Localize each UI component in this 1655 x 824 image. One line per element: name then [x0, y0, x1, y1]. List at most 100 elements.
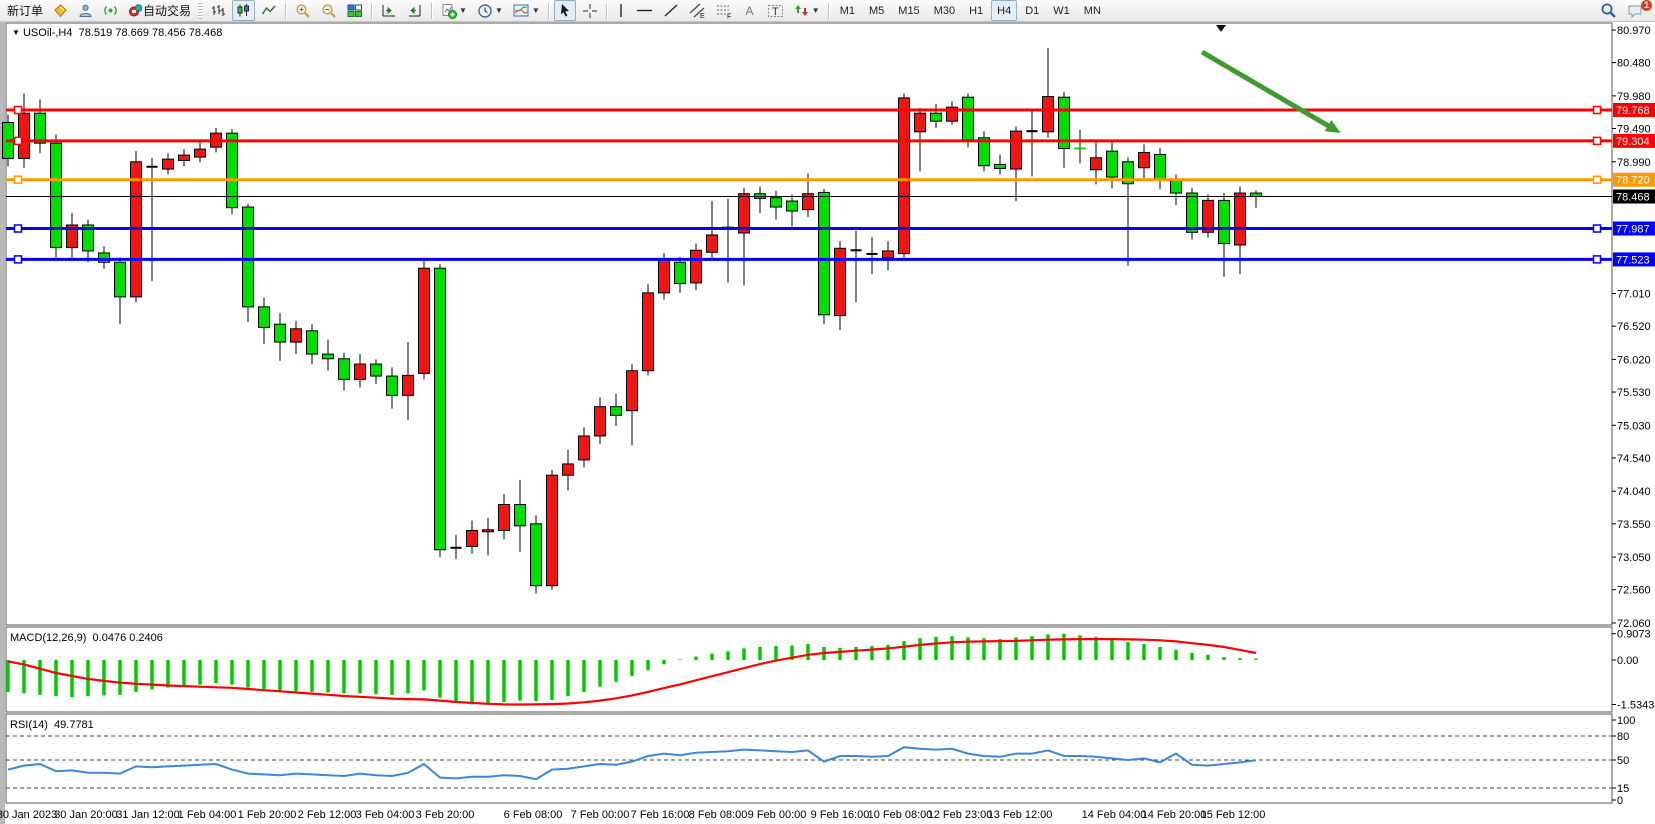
candle-35[interactable]: [562, 449, 574, 491]
price-line-77.523[interactable]: [6, 255, 1612, 264]
candle-27[interactable]: [434, 264, 446, 558]
timeframe-button-D1[interactable]: D1: [1025, 4, 1040, 17]
notifications-button[interactable]: 1: [1623, 0, 1652, 21]
candle-64[interactable]: [1026, 109, 1038, 177]
candle-8[interactable]: [130, 151, 142, 303]
candle-62[interactable]: [994, 154, 1006, 175]
line-handle[interactable]: [13, 175, 23, 184]
candles[interactable]: [2, 47, 1262, 594]
candle-63[interactable]: [1010, 126, 1022, 202]
main-panel[interactable]: [5, 22, 1613, 626]
candle-65[interactable]: [1042, 47, 1054, 138]
candle-68[interactable]: [1090, 141, 1102, 185]
candle-40[interactable]: [642, 284, 654, 376]
arrow-shapes-button[interactable]: ▼: [790, 0, 824, 21]
line-handle[interactable]: [1592, 224, 1602, 233]
rsi-panel[interactable]: [5, 713, 1613, 804]
candle-19[interactable]: [306, 324, 318, 365]
chart-window[interactable]: 80.970 80.480 79.980 79.490 78.990 77.010 76.5…: [0, 22, 1655, 824]
candle-29[interactable]: [466, 520, 478, 554]
candle-24[interactable]: [386, 367, 398, 409]
candle-4[interactable]: [66, 213, 78, 261]
price-line-78.720[interactable]: [6, 175, 1612, 184]
line-handle[interactable]: [13, 105, 23, 115]
candle-61[interactable]: [978, 131, 990, 172]
candle-chart-button[interactable]: [232, 0, 256, 21]
candle-37[interactable]: [594, 397, 606, 444]
candle-20[interactable]: [322, 339, 334, 371]
candle-17[interactable]: [274, 312, 286, 361]
fibonacci-button[interactable]: F: [712, 0, 737, 21]
auto-scroll-button[interactable]: [377, 0, 401, 21]
tile-windows-button[interactable]: [343, 0, 367, 21]
candle-67[interactable]: [1074, 129, 1086, 164]
search-button[interactable]: [1596, 0, 1621, 21]
macd-panel[interactable]: [5, 626, 1613, 713]
candle-30[interactable]: [482, 517, 494, 556]
candle-14[interactable]: [226, 129, 238, 215]
candle-7[interactable]: [114, 257, 126, 325]
price-line-79.304[interactable]: [6, 136, 1612, 146]
timeframe-button-MN[interactable]: MN: [1083, 4, 1101, 17]
candle-46[interactable]: [738, 187, 750, 286]
candle-33[interactable]: [530, 515, 542, 594]
candle-15[interactable]: [242, 203, 254, 323]
rsi-axis[interactable]: 100 80 50 150: [1612, 715, 1635, 807]
candle-43[interactable]: [690, 243, 702, 291]
candle-28[interactable]: [450, 535, 462, 560]
candle-58[interactable]: [930, 103, 942, 128]
candle-55[interactable]: [882, 240, 894, 271]
period-button[interactable]: ▼: [473, 0, 507, 21]
candle-25[interactable]: [402, 342, 414, 420]
candle-5[interactable]: [82, 219, 94, 263]
text-button[interactable]: A: [739, 0, 761, 21]
seal-button[interactable]: [49, 0, 72, 21]
line-handle[interactable]: [13, 136, 23, 146]
candle-38[interactable]: [610, 394, 622, 426]
candle-23[interactable]: [370, 359, 382, 385]
candle-18[interactable]: [290, 320, 302, 355]
candle-53[interactable]: [850, 230, 862, 303]
chart-shift-button[interactable]: [403, 0, 427, 21]
timeframe-button-H4[interactable]: H4: [991, 0, 1018, 21]
crosshair-button[interactable]: [578, 0, 602, 21]
candle-26[interactable]: [418, 260, 430, 380]
cursor-button[interactable]: [553, 0, 576, 21]
candle-42[interactable]: [674, 256, 686, 293]
price-lines[interactable]: [6, 105, 1612, 264]
candle-1[interactable]: [18, 93, 30, 168]
candle-76[interactable]: [1218, 193, 1230, 277]
chart-shift-marker[interactable]: [1216, 25, 1226, 32]
channel-button[interactable]: E: [685, 0, 710, 21]
candle-10[interactable]: [162, 153, 174, 175]
line-handle[interactable]: [13, 224, 23, 233]
candle-54[interactable]: [866, 236, 878, 275]
profile-button[interactable]: [74, 0, 97, 21]
timeframe-button-M1[interactable]: M1: [839, 4, 855, 17]
candle-48[interactable]: [770, 191, 782, 220]
text-label-button[interactable]: T: [763, 0, 788, 21]
candle-49[interactable]: [786, 194, 798, 227]
line-handle[interactable]: [1592, 175, 1602, 184]
candle-22[interactable]: [354, 354, 366, 388]
horizontal-line-button[interactable]: [632, 0, 657, 21]
candle-6[interactable]: [98, 246, 110, 269]
price-axis[interactable]: 80.970 80.480 79.980 79.490 78.990 77.010 76.5…: [1612, 25, 1655, 630]
price-line-77.987[interactable]: [6, 224, 1612, 233]
vertical-line-button[interactable]: [612, 0, 630, 21]
candle-51[interactable]: [818, 189, 830, 325]
add-indicator-button[interactable]: ▼: [437, 0, 471, 21]
candle-36[interactable]: [578, 427, 590, 468]
new-order-button[interactable]: 新订单: [7, 4, 44, 18]
candle-75[interactable]: [1202, 194, 1214, 238]
bar-chart-button[interactable]: [206, 0, 230, 21]
zoom-out-button[interactable]: [317, 0, 341, 21]
candle-56[interactable]: [898, 93, 910, 258]
candle-66[interactable]: [1058, 91, 1070, 168]
trendline-button[interactable]: [659, 0, 683, 21]
signal-button[interactable]: [99, 0, 122, 21]
candle-52[interactable]: [834, 240, 846, 331]
candle-71[interactable]: [1138, 144, 1150, 179]
candle-70[interactable]: [1122, 157, 1134, 266]
